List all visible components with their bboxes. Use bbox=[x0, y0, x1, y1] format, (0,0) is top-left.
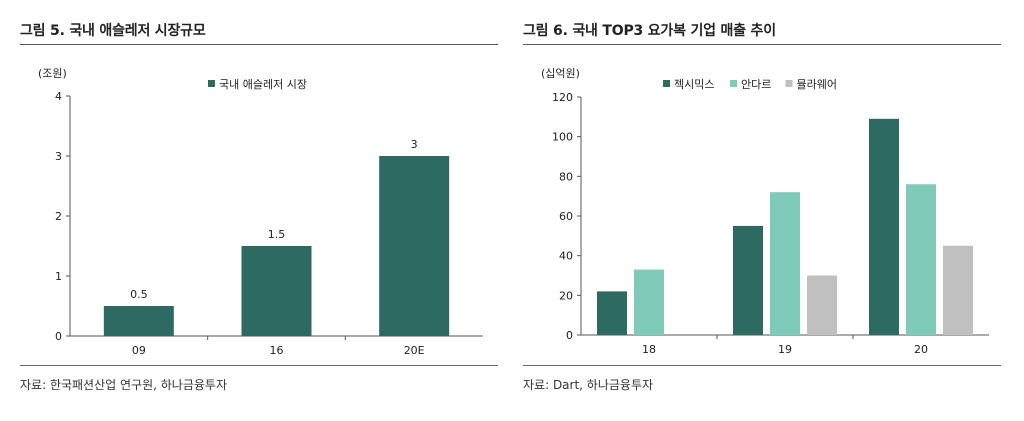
legend-swatch-2 bbox=[785, 80, 793, 87]
legend-label-0: 국내 애슬레저 시장 bbox=[219, 78, 307, 91]
bar-뮬라웨어-20 bbox=[943, 245, 973, 335]
bar-젝시믹스-20 bbox=[869, 118, 899, 335]
x-tick-label-1: 19 bbox=[778, 343, 792, 356]
figure-6-title: 그림 6. 국내 TOP3 요가복 기업 매출 추이 bbox=[523, 23, 776, 39]
y-tick-label-5: 100 bbox=[552, 131, 573, 144]
figure-5-panel: 그림 5. 국내 애슬레저 시장규모 (조원) 국내 애슬레저 시장 0 1 2 3 4 09… bbox=[20, 0, 510, 421]
x-tick-label-0: 09 bbox=[132, 344, 146, 357]
legend-label-1: 안다르 bbox=[741, 78, 771, 91]
figure-6-title-rule bbox=[523, 44, 1001, 45]
legend-swatch-0 bbox=[208, 80, 215, 87]
bar-안다르-18 bbox=[634, 269, 664, 335]
figure-5-bar-chart: (조원) 국내 애슬레저 시장 0 1 2 3 4 09 0.5 16 1.5 20E 3 bbox=[38, 67, 483, 357]
data-label-1: 1.5 bbox=[268, 228, 286, 241]
bar-국내 애슬레저 시장-09 bbox=[103, 306, 174, 336]
x-tick-label-2: 20E bbox=[404, 344, 425, 357]
y-tick-label-1: 1 bbox=[55, 270, 62, 283]
figure-5-source: 자료: 한국패션산업 연구원, 하나금융투자 bbox=[20, 378, 227, 392]
figure-6-panel: 그림 6. 국내 TOP3 요가복 기업 매출 추이 (십억원) 젝시믹스 안다르 뮬… bbox=[523, 0, 1013, 421]
unit-label: (조원) bbox=[38, 67, 67, 80]
y-tick-label-0: 0 bbox=[55, 330, 62, 343]
y-tick-label-4: 4 bbox=[55, 90, 62, 103]
y-tick-label-3: 3 bbox=[55, 150, 62, 163]
y-tick-label-1: 20 bbox=[559, 289, 573, 302]
bar-국내 애슬레저 시장-16 bbox=[241, 246, 312, 336]
bar-뮬라웨어-19 bbox=[807, 275, 837, 335]
legend-swatch-1 bbox=[730, 80, 737, 87]
y-tick-label-2: 2 bbox=[55, 210, 62, 223]
y-tick-label-3: 60 bbox=[559, 210, 573, 223]
y-tick-label-4: 80 bbox=[559, 170, 573, 183]
figure-6-source: 자료: Dart, 하나금융투자 bbox=[523, 378, 654, 392]
data-label-2: 3 bbox=[411, 138, 418, 151]
data-label-0: 0.5 bbox=[130, 288, 148, 301]
x-tick-label-0: 18 bbox=[642, 343, 656, 356]
bar-젝시믹스-19 bbox=[733, 225, 763, 335]
x-tick-label-1: 16 bbox=[270, 344, 284, 357]
figure-6-bar-chart: (십억원) 젝시믹스 안다르 뮬라웨어 0 20 40 60 80 100 120 18 19 20 bbox=[541, 67, 989, 356]
figure-5-title: 그림 5. 국내 애슬레저 시장규모 bbox=[20, 23, 206, 39]
legend-label-2: 뮬라웨어 bbox=[797, 78, 837, 91]
bar-안다르-20 bbox=[906, 184, 936, 335]
legend-label-0: 젝시믹스 bbox=[674, 78, 714, 91]
y-tick-label-6: 120 bbox=[552, 91, 573, 104]
legend-swatch-0 bbox=[663, 80, 670, 87]
figure-6-bottom-rule bbox=[523, 365, 1001, 366]
bar-젝시믹스-18 bbox=[597, 291, 627, 335]
bar-안다르-19 bbox=[770, 192, 800, 335]
y-tick-label-2: 40 bbox=[559, 250, 573, 263]
y-tick-label-0: 0 bbox=[566, 329, 573, 342]
unit-label: (십억원) bbox=[541, 67, 580, 80]
x-tick-label-2: 20 bbox=[914, 343, 928, 356]
figure-5-title-rule bbox=[20, 44, 498, 45]
figure-5-bottom-rule bbox=[20, 365, 498, 366]
bar-국내 애슬레저 시장-20E bbox=[379, 156, 450, 336]
